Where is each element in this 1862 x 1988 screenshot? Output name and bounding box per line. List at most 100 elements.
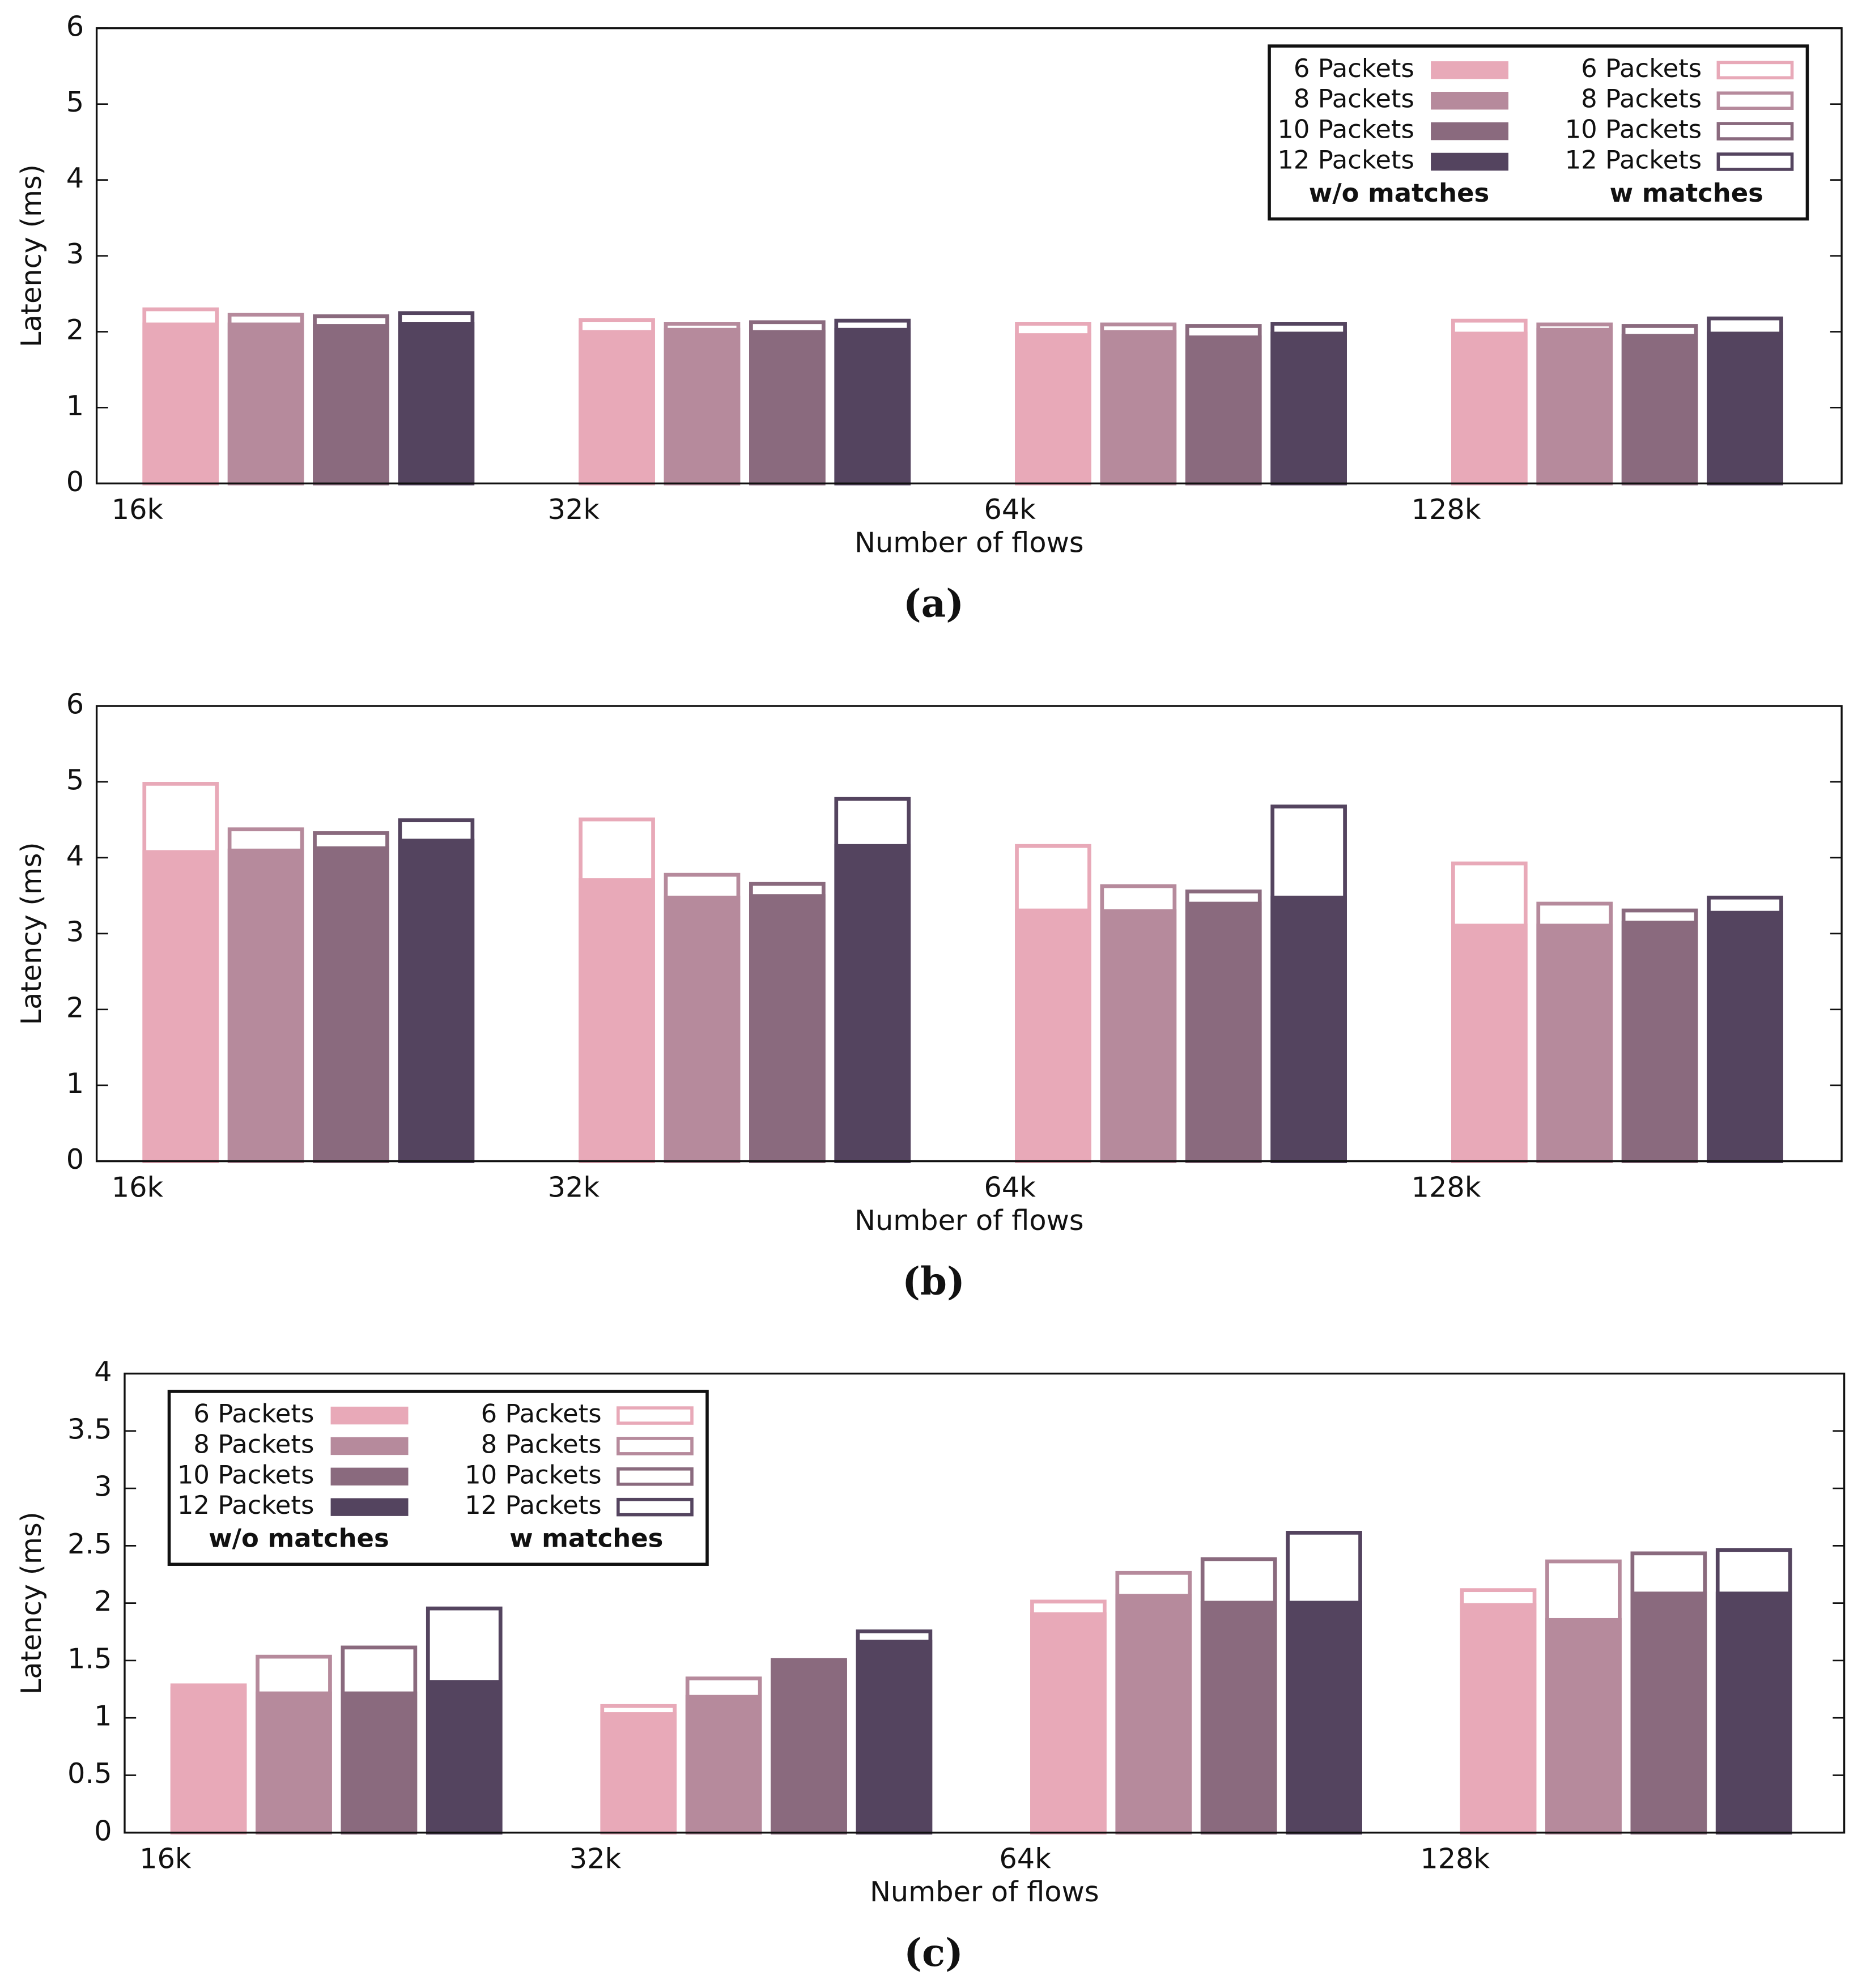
legend-label: 10 Packets bbox=[1565, 114, 1702, 144]
bar bbox=[1030, 1612, 1107, 1833]
bar bbox=[600, 1712, 677, 1833]
legend-swatch bbox=[1431, 92, 1509, 110]
bar bbox=[771, 1660, 847, 1833]
x-tick-label: 64k bbox=[984, 1171, 1036, 1204]
bar bbox=[1451, 331, 1528, 484]
legend-label: 10 Packets bbox=[465, 1459, 602, 1489]
legend-label: 8 Packets bbox=[481, 1429, 602, 1459]
bar bbox=[1621, 334, 1698, 484]
legend-swatch bbox=[330, 1437, 409, 1455]
legend-label: 6 Packets bbox=[1581, 53, 1702, 83]
bar bbox=[579, 330, 655, 484]
legend-swatch bbox=[617, 1437, 694, 1455]
legend-swatch bbox=[617, 1467, 694, 1486]
legend-swatch bbox=[330, 1498, 409, 1516]
legend-swatch bbox=[617, 1406, 694, 1425]
x-tick-label: 128k bbox=[1412, 493, 1481, 526]
legend-label: 6 Packets bbox=[1294, 53, 1414, 83]
legend-swatch bbox=[1431, 152, 1509, 171]
y-tick-label: 1.5 bbox=[67, 1642, 112, 1675]
legend-label: 8 Packets bbox=[193, 1429, 314, 1459]
x-tick-label: 32k bbox=[548, 1171, 600, 1204]
y-tick-label: 3 bbox=[66, 915, 84, 948]
x-tick-label: 16k bbox=[112, 493, 164, 526]
bar bbox=[256, 1691, 332, 1833]
y-tick-label: 0 bbox=[66, 465, 84, 498]
bar bbox=[142, 850, 219, 1161]
bar bbox=[1015, 908, 1091, 1161]
bar bbox=[1630, 1591, 1707, 1833]
x-tick-label: 32k bbox=[569, 1842, 622, 1875]
y-tick-label: 6 bbox=[66, 688, 84, 721]
y-tick-label: 4 bbox=[66, 161, 84, 194]
bar bbox=[1286, 1600, 1362, 1833]
bar bbox=[1545, 1617, 1622, 1833]
y-tick-label: 2.5 bbox=[67, 1527, 112, 1560]
bar bbox=[1270, 895, 1347, 1161]
bar bbox=[1100, 909, 1177, 1161]
y-tick-label: 2 bbox=[94, 1585, 112, 1617]
chart: 0 1 2 3 4 5 6 16k 32k 64k 128k Latency (ms) Number o… bbox=[15, 10, 1843, 626]
x-tick-label: 64k bbox=[999, 1842, 1051, 1875]
x-axis-label: Number of flows bbox=[855, 1204, 1084, 1237]
plot-frame bbox=[124, 1372, 1846, 1834]
bar bbox=[398, 322, 475, 484]
y-tick-label: 3 bbox=[66, 237, 84, 270]
y-tick-label: 2 bbox=[66, 313, 84, 346]
legend-swatch bbox=[617, 1497, 694, 1517]
legend-label: 6 Packets bbox=[481, 1399, 602, 1429]
legend-swatch bbox=[1716, 91, 1794, 110]
bar bbox=[1621, 921, 1698, 1161]
x-tick-label: 16k bbox=[139, 1842, 192, 1875]
y-tick-label: 1 bbox=[66, 1067, 84, 1100]
legend-swatch bbox=[330, 1406, 409, 1425]
bar bbox=[1015, 333, 1091, 484]
legend-title: w/o matches bbox=[209, 1523, 389, 1553]
bar bbox=[1715, 1591, 1792, 1833]
chart: 0 0.5 1 1.5 2 2.5 3 3.5 4 16k 32k 64k 128k Latency (m… bbox=[15, 1355, 1846, 1975]
bar bbox=[579, 878, 655, 1161]
bar bbox=[834, 844, 911, 1161]
bar bbox=[1185, 901, 1262, 1161]
bar bbox=[749, 894, 826, 1161]
legend-label: 8 Packets bbox=[1294, 84, 1414, 114]
y-tick-label: 1 bbox=[66, 389, 84, 422]
y-tick-label: 3 bbox=[94, 1470, 112, 1503]
x-tick-label: 128k bbox=[1412, 1171, 1481, 1204]
caption: (a) bbox=[903, 581, 964, 626]
y-tick-label: 6 bbox=[66, 10, 84, 42]
legend-label: 6 Packets bbox=[193, 1399, 314, 1429]
bar bbox=[856, 1640, 933, 1833]
bar bbox=[685, 1695, 762, 1833]
bar bbox=[1536, 327, 1613, 484]
y-tick-label: 2 bbox=[66, 991, 84, 1024]
bar bbox=[426, 1680, 503, 1833]
x-tick-label: 32k bbox=[548, 493, 600, 526]
plot-frame bbox=[95, 705, 1843, 1163]
bar bbox=[313, 324, 389, 484]
bar bbox=[1270, 331, 1347, 484]
bar bbox=[227, 848, 304, 1161]
bar bbox=[1707, 910, 1783, 1161]
legend-swatch bbox=[330, 1467, 409, 1486]
x-axis-label: Number of flows bbox=[870, 1875, 1099, 1908]
caption: (c) bbox=[904, 1930, 963, 1975]
y-axis-label: Latency (ms) bbox=[15, 1512, 48, 1695]
bar bbox=[749, 330, 826, 484]
y-tick-label: 0.5 bbox=[67, 1757, 112, 1790]
bar bbox=[664, 327, 741, 484]
x-tick-label: 128k bbox=[1420, 1842, 1490, 1875]
x-tick-label: 64k bbox=[984, 493, 1036, 526]
bar bbox=[227, 322, 304, 484]
bar bbox=[1100, 330, 1177, 484]
legend-title: w matches bbox=[1610, 178, 1763, 208]
y-tick-label: 0 bbox=[66, 1143, 84, 1176]
y-tick-label: 5 bbox=[66, 764, 84, 797]
legend-label: 10 Packets bbox=[177, 1459, 314, 1489]
legend-title: w/o matches bbox=[1309, 178, 1490, 208]
bar bbox=[1185, 335, 1262, 484]
bar bbox=[1451, 923, 1528, 1161]
